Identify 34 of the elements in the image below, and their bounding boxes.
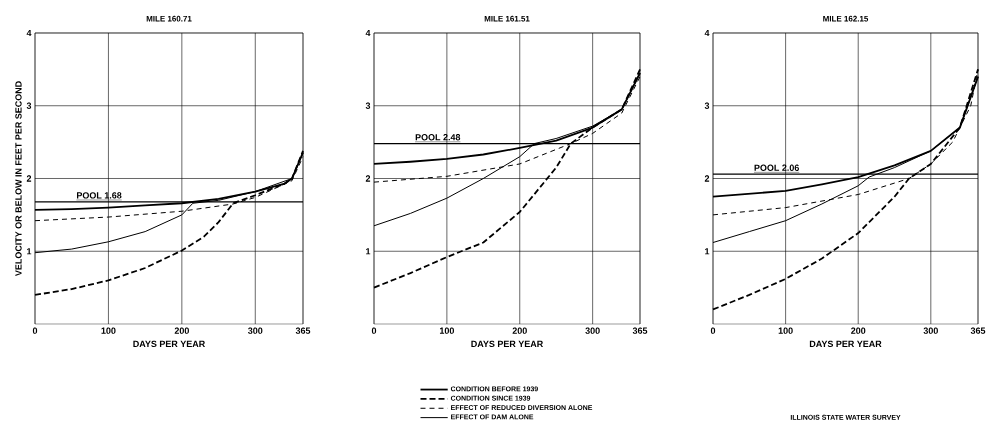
y-tick-label: 3 [26,102,32,109]
x-tick-label: 365 [295,327,311,334]
x-tick-label: 100 [101,327,116,334]
ref-line-label: POOL 1.68 [76,192,122,199]
y-tick-label: 4 [704,29,710,37]
y-tick-label: 2 [365,175,371,182]
x-tick-label: 365 [632,327,648,334]
x-tick-label: 300 [923,327,938,334]
x-tick-label: 200 [174,327,189,334]
x-tick-label: 100 [778,327,793,334]
x-tick-label: 365 [970,327,986,334]
x-axis-title: DAYS PER YEAR [471,340,544,348]
x-tick-label: 200 [851,327,866,334]
x-axis-title: DAYS PER YEAR [809,340,882,348]
y-tick-label: 4 [26,29,32,37]
y-tick-label: 2 [26,175,32,182]
y-tick-label: 1 [366,248,371,255]
x-tick-label: 300 [585,327,600,334]
y-tick-label: 4 [365,29,371,37]
y-axis-title: VELOCITY OR BELOW IN FEET PER SECOND [15,81,22,277]
x-tick-label: 100 [439,327,454,334]
x-tick-label: 200 [512,327,527,334]
y-tick-label: 3 [704,102,710,109]
x-tick-label: 0 [710,327,716,334]
x-tick-label: 300 [248,327,263,334]
y-tick-label: 1 [705,248,710,255]
x-tick-label: 0 [32,327,38,334]
x-tick-label: 0 [371,327,377,334]
x-axis-title: DAYS PER YEAR [133,340,206,348]
y-tick-label: 1 [27,248,32,255]
ref-line-label: POOL 2.06 [754,164,799,171]
ref-line-label: POOL 2.48 [415,134,461,141]
y-tick-label: 3 [365,102,371,109]
y-tick-label: 2 [704,175,710,182]
